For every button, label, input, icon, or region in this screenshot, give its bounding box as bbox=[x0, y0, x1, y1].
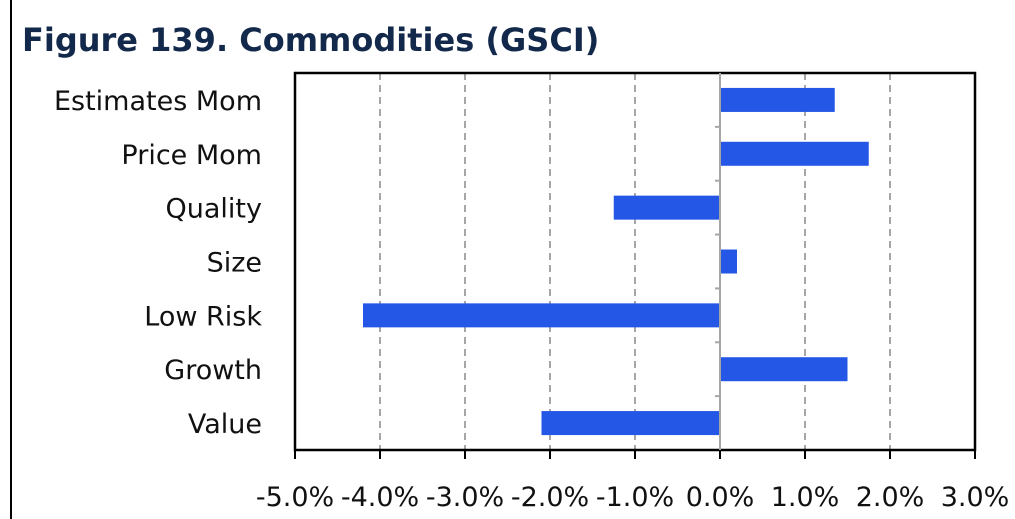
x-tick-label: 1.0% bbox=[771, 482, 840, 513]
category-label: Quality bbox=[166, 194, 262, 225]
bar-estimates-mom bbox=[720, 87, 835, 112]
gridlines bbox=[379, 73, 891, 450]
category-label: Size bbox=[207, 248, 262, 279]
x-tick-labels: -5.0% -4.0% -3.0% -2.0% -1.0% 0.0% 1.0% 2.0% 3.0… bbox=[256, 482, 1009, 513]
x-tick-label: 2.0% bbox=[856, 482, 925, 513]
category-label: Estimates Mom bbox=[54, 86, 262, 117]
plot-border bbox=[293, 71, 977, 452]
bars bbox=[363, 87, 869, 436]
bar-quality bbox=[613, 195, 720, 220]
chart-title: Figure 139. Commodities (GSCI) bbox=[22, 21, 600, 59]
x-tick-label: -3.0% bbox=[426, 482, 504, 513]
bar-value bbox=[541, 411, 720, 436]
category-label: Low Risk bbox=[144, 301, 262, 332]
x-tick-label: -4.0% bbox=[341, 482, 419, 513]
category-label: Growth bbox=[164, 355, 262, 386]
category-labels: Estimates Mom Price Mom Quality Size Low Ris… bbox=[54, 86, 262, 440]
x-tick-label: 3.0% bbox=[941, 482, 1010, 513]
bar-price-mom bbox=[720, 141, 869, 166]
x-tick-label: -1.0% bbox=[596, 482, 674, 513]
bar-low-risk bbox=[363, 303, 720, 328]
bar-growth bbox=[720, 357, 848, 382]
category-label: Price Mom bbox=[121, 140, 262, 171]
bar-size bbox=[720, 249, 737, 274]
left-border-rule bbox=[10, 0, 12, 519]
x-tick-label: -5.0% bbox=[256, 482, 334, 513]
x-tick-label: 0.0% bbox=[686, 482, 755, 513]
x-tick-label: -2.0% bbox=[511, 482, 589, 513]
category-label: Value bbox=[188, 409, 262, 440]
axes bbox=[293, 71, 977, 459]
